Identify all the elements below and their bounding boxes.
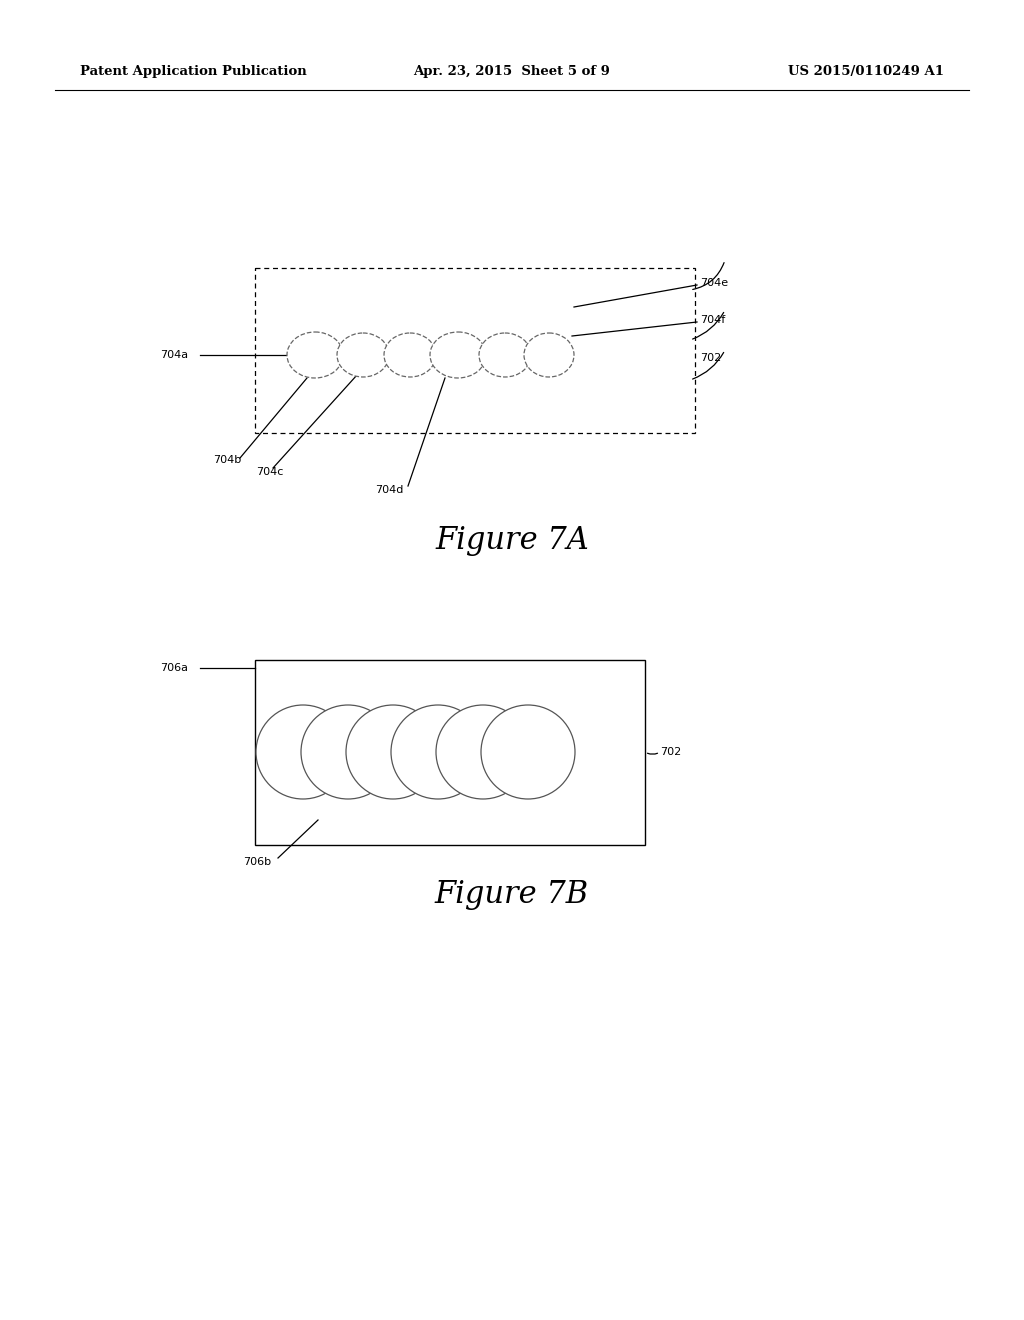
Text: 704d: 704d — [375, 484, 403, 495]
Ellipse shape — [436, 705, 530, 799]
Ellipse shape — [346, 705, 440, 799]
Ellipse shape — [301, 705, 395, 799]
Text: 704a: 704a — [160, 350, 188, 360]
Text: 704c: 704c — [256, 467, 284, 477]
Ellipse shape — [287, 333, 343, 378]
Text: 704f: 704f — [700, 315, 725, 325]
Ellipse shape — [479, 333, 531, 378]
Ellipse shape — [481, 705, 575, 799]
Text: Patent Application Publication: Patent Application Publication — [80, 66, 307, 78]
Text: US 2015/0110249 A1: US 2015/0110249 A1 — [788, 66, 944, 78]
Text: Figure 7A: Figure 7A — [435, 524, 589, 556]
Ellipse shape — [391, 705, 485, 799]
Text: 702: 702 — [700, 352, 721, 363]
Ellipse shape — [384, 333, 436, 378]
Text: 706a: 706a — [160, 663, 188, 673]
Bar — [255, 660, 645, 845]
Ellipse shape — [337, 333, 389, 378]
Ellipse shape — [430, 333, 486, 378]
Text: Figure 7B: Figure 7B — [435, 879, 589, 911]
Ellipse shape — [256, 705, 350, 799]
Text: Apr. 23, 2015  Sheet 5 of 9: Apr. 23, 2015 Sheet 5 of 9 — [414, 66, 610, 78]
Text: 704e: 704e — [700, 279, 728, 288]
Text: 704b: 704b — [213, 455, 242, 465]
Bar — [255, 268, 695, 433]
Text: 702: 702 — [660, 747, 681, 756]
Text: 706b: 706b — [243, 857, 271, 867]
Ellipse shape — [524, 333, 574, 378]
